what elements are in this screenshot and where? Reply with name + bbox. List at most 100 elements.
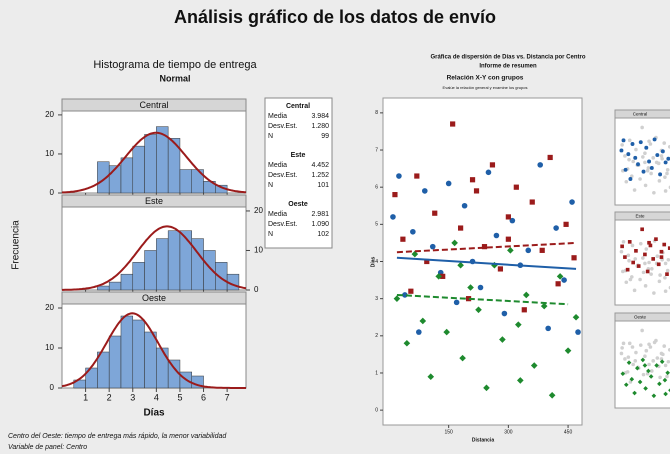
background-point: [648, 345, 653, 349]
y-tick-label: 20: [45, 303, 54, 312]
x-tick-label: 150: [444, 429, 453, 435]
point: [467, 284, 474, 291]
background-point: [648, 142, 653, 146]
background-point: [638, 343, 643, 347]
background-point: [643, 151, 647, 156]
background-point: [654, 160, 659, 165]
point: [641, 169, 646, 174]
point: [629, 376, 635, 382]
y-tick-label: 0: [50, 188, 55, 197]
point: [644, 145, 649, 150]
point: [656, 262, 661, 267]
background-point: [628, 380, 633, 384]
background-point: [666, 258, 670, 262]
point: [507, 247, 514, 254]
bar: [167, 230, 181, 291]
background-point: [643, 354, 647, 359]
point: [461, 202, 468, 209]
point: [530, 362, 538, 369]
note: Centro del Oeste: tiempo de entrega más …: [8, 433, 227, 440]
scatter-title: Gráfica de dispersión de Días vs. Distan…: [430, 55, 585, 61]
point: [450, 121, 456, 127]
stats-label: N: [268, 133, 273, 140]
background-point: [638, 277, 642, 282]
stats-value: 4.452: [311, 162, 329, 169]
stats-value: 102: [317, 231, 329, 238]
point: [648, 374, 654, 379]
point: [663, 391, 668, 397]
x-tick-label: 300: [504, 429, 513, 435]
y-tick-label: 3: [375, 296, 378, 302]
point: [634, 249, 638, 253]
y-tick-label: 0: [375, 407, 378, 413]
background-point: [619, 351, 624, 356]
stats-label: Desv.Est.: [268, 221, 297, 228]
group-header: [614, 109, 670, 119]
point: [627, 240, 632, 244]
group-title: Central: [633, 112, 648, 117]
page-title: Análisis gráfico de los datos de envío: [174, 7, 496, 27]
point: [643, 252, 647, 257]
bar: [120, 157, 134, 194]
point: [392, 192, 398, 198]
point: [620, 371, 626, 377]
background-point: [630, 275, 634, 279]
stats-value: 3.984: [311, 113, 329, 120]
point: [537, 162, 544, 168]
background-point: [630, 243, 635, 248]
panel-title: Central: [139, 100, 168, 110]
background-point: [663, 275, 667, 280]
background-point: [627, 341, 632, 346]
point: [525, 247, 532, 254]
point: [459, 354, 466, 362]
histogram-title: Histograma de tiempo de entrega: [93, 59, 257, 71]
point: [465, 296, 472, 302]
background-point: [651, 359, 655, 363]
point: [497, 266, 504, 272]
y-tick-label: 4: [375, 259, 378, 265]
point: [649, 165, 654, 170]
point: [390, 214, 396, 220]
stats-label: Media: [268, 113, 287, 120]
bar: [167, 138, 181, 194]
point: [445, 180, 452, 187]
point: [432, 210, 438, 216]
background-point: [638, 241, 643, 246]
background-point: [658, 375, 662, 380]
y-tick-label: 2: [375, 333, 378, 339]
background-point: [632, 188, 637, 192]
background-point: [652, 190, 656, 195]
background-point: [665, 268, 670, 273]
point: [623, 167, 628, 172]
background-point: [631, 362, 635, 367]
y-axis-label: Frecuencia: [11, 220, 22, 270]
scatter-heading: Relación X-Y con grupos: [447, 75, 524, 82]
point: [477, 284, 484, 291]
background-point: [641, 256, 645, 260]
point: [640, 357, 646, 363]
point: [561, 277, 567, 283]
panel-title: Oeste: [142, 293, 166, 303]
point: [651, 393, 657, 399]
point: [483, 384, 490, 392]
background-point: [630, 345, 635, 349]
point: [623, 382, 629, 388]
point: [636, 264, 641, 268]
x-tick-label: 6: [201, 392, 206, 402]
point: [521, 307, 527, 313]
point: [643, 386, 648, 391]
point: [451, 239, 458, 247]
point: [572, 313, 580, 321]
background-point: [657, 279, 662, 284]
point: [633, 155, 638, 160]
background-point: [647, 342, 651, 347]
point: [515, 321, 522, 328]
background-point: [666, 359, 670, 364]
point: [453, 299, 460, 306]
x-tick-label: 1: [83, 392, 88, 402]
plot-area: [382, 97, 583, 426]
point: [475, 306, 482, 314]
point: [443, 328, 450, 336]
point: [652, 137, 657, 142]
